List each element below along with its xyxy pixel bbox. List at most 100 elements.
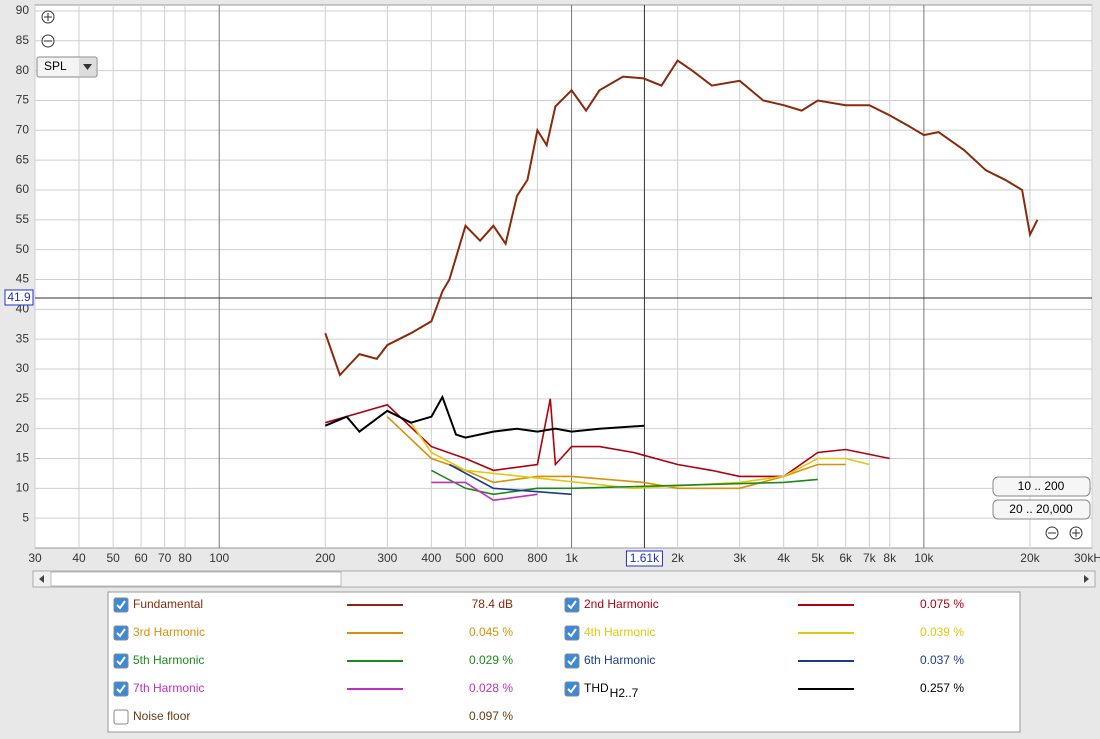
y-tick-label: 75 [16, 93, 30, 107]
checkmark [567, 628, 577, 638]
x-tick-label: 2k [671, 551, 685, 565]
y-tick-label: 50 [16, 242, 30, 256]
legend-item[interactable]: 7th Harmonic 0.028 % [113, 681, 513, 697]
series-line [431, 481, 538, 502]
legend-readout: 0.097 % [469, 709, 513, 723]
legend-item[interactable]: 5th Harmonic 0.029 % [113, 653, 513, 669]
x-tick-label: 30kHz [1074, 551, 1100, 565]
x-tick-label: 4k [777, 551, 791, 565]
y-tick-label: 10 [16, 481, 30, 495]
y-tick-label: 90 [16, 3, 30, 17]
x-zoom-in[interactable] [1069, 526, 1083, 540]
x-tick-label: 1k [565, 551, 579, 565]
legend-readout: 0.039 % [920, 625, 964, 639]
x-tick-label: 40 [72, 551, 86, 565]
x-tick-label: 500 [455, 551, 475, 565]
checkmark [116, 684, 126, 694]
checkmark [116, 600, 126, 610]
legend-item[interactable]: 2nd Harmonic 0.075 % [564, 597, 964, 613]
y-tick-label: 60 [16, 182, 30, 196]
x-zoom-out[interactable] [1045, 526, 1059, 540]
x-tick-label: 8k [883, 551, 897, 565]
y-tick-label: 80 [16, 63, 30, 77]
x-tick-label: 30 [28, 551, 42, 565]
x-tick-label: 400 [421, 551, 441, 565]
series-line [449, 463, 572, 496]
cursor-box [625, 550, 663, 567]
checkmark [116, 656, 126, 666]
dropdown-label: SPL [44, 59, 67, 73]
legend-label: Fundamental [133, 597, 203, 611]
y-tick-label: 5 [22, 510, 29, 524]
dropdown[interactable]: SPL [36, 56, 98, 78]
x-tick-label: 3k [733, 551, 747, 565]
series-line [324, 394, 645, 439]
y-tick-label: 70 [16, 122, 30, 136]
legend-box [107, 591, 1021, 733]
legend-item[interactable]: 4th Harmonic 0.039 % [564, 625, 964, 641]
x-tick-label: 60 [134, 551, 148, 565]
y-tick-label: 25 [16, 391, 30, 405]
legend-label: Noise floor [133, 709, 190, 723]
legend-label: THD [584, 681, 609, 695]
series-line [386, 416, 846, 490]
legend-readout: 0.257 % [920, 681, 964, 695]
x-tick-label: 70 [158, 551, 172, 565]
legend-label: 2nd Harmonic [584, 597, 659, 611]
legend-item[interactable]: Noise floor 0.097 % [113, 709, 513, 725]
checkbox[interactable] [113, 709, 129, 725]
cursor-x-label: 1.61k [630, 551, 660, 565]
cursor-box [4, 289, 34, 306]
legend-readout: 0.028 % [469, 681, 513, 695]
legend-readout: 78.4 dB [472, 597, 513, 611]
range-button[interactable]: 10 .. 200 [992, 476, 1091, 497]
y-tick-label: 45 [16, 272, 30, 286]
checkmark [567, 684, 577, 694]
x-tick-label: 50 [106, 551, 120, 565]
legend-item[interactable]: 3rd Harmonic 0.045 % [113, 625, 513, 641]
y-tick-label: 15 [16, 451, 30, 465]
plot-area [34, 4, 1093, 549]
range-button[interactable]: 20 .. 20,000 [992, 499, 1091, 520]
x-tick-label: 5k [811, 551, 825, 565]
x-tick-label: 80 [178, 551, 192, 565]
cursor-y-label: 41.9 [7, 290, 31, 304]
checkmark [116, 628, 126, 638]
series-line [325, 398, 890, 478]
zoom-out[interactable] [41, 34, 55, 48]
button-label: 10 .. 200 [1018, 479, 1065, 493]
legend-label: 5th Harmonic [133, 653, 204, 667]
legend-subscript: H2..7 [610, 686, 639, 700]
x-tick-label: 800 [527, 551, 547, 565]
y-tick-label: 65 [16, 152, 30, 166]
legend-label: 4th Harmonic [584, 625, 655, 639]
y-tick-label: 30 [16, 361, 30, 375]
legend-readout: 0.037 % [920, 653, 964, 667]
x-tick-label: 7k [863, 551, 877, 565]
zoom-in[interactable] [41, 10, 55, 24]
scrollbar[interactable] [32, 570, 1096, 588]
x-tick-label: 20k [1020, 551, 1040, 565]
legend-label: 6th Harmonic [584, 653, 655, 667]
y-tick-label: 55 [16, 212, 30, 226]
y-tick-label: 20 [16, 421, 30, 435]
series-line [431, 469, 818, 496]
series-line [324, 59, 1039, 377]
legend-readout: 0.075 % [920, 597, 964, 611]
x-tick-label: 200 [315, 551, 335, 565]
legend-label: 7th Harmonic [133, 681, 204, 695]
legend-readout: 0.029 % [469, 653, 513, 667]
checkmark [567, 600, 577, 610]
legend-item[interactable]: Fundamental 78.4 dB [113, 597, 513, 613]
x-tick-label: 600 [483, 551, 503, 565]
x-tick-label: 10k [914, 551, 934, 565]
legend-readout: 0.045 % [469, 625, 513, 639]
series-line [410, 422, 870, 490]
x-tick-label: 100 [209, 551, 229, 565]
legend-label: 3rd Harmonic [133, 625, 205, 639]
legend-item[interactable]: 6th Harmonic 0.037 % [564, 653, 964, 669]
y-tick-label: 35 [16, 331, 30, 345]
button-label: 20 .. 20,000 [1009, 502, 1073, 516]
legend-item[interactable]: THD H2..7 0.257 % [564, 681, 964, 700]
